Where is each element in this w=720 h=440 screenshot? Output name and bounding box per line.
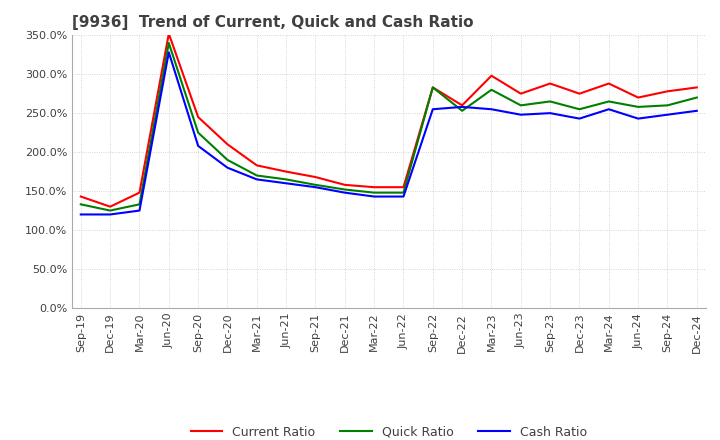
Cash Ratio xyxy=(76,212,85,217)
Quick Ratio xyxy=(223,157,232,162)
Quick Ratio xyxy=(605,99,613,104)
Cash Ratio xyxy=(135,208,144,213)
Line: Current Ratio: Current Ratio xyxy=(81,33,697,207)
Quick Ratio xyxy=(253,173,261,178)
Quick Ratio xyxy=(282,177,290,182)
Legend: Current Ratio, Quick Ratio, Cash Ratio: Current Ratio, Quick Ratio, Cash Ratio xyxy=(186,421,592,440)
Cash Ratio xyxy=(516,112,525,117)
Current Ratio xyxy=(605,81,613,86)
Line: Cash Ratio: Cash Ratio xyxy=(81,52,697,214)
Cash Ratio xyxy=(399,194,408,199)
Quick Ratio xyxy=(458,108,467,114)
Quick Ratio xyxy=(341,187,349,192)
Current Ratio xyxy=(106,204,114,209)
Current Ratio xyxy=(575,91,584,96)
Current Ratio xyxy=(223,142,232,147)
Cash Ratio xyxy=(634,116,642,121)
Cash Ratio xyxy=(663,112,672,117)
Cash Ratio xyxy=(223,165,232,170)
Quick Ratio xyxy=(516,103,525,108)
Quick Ratio xyxy=(135,202,144,207)
Cash Ratio xyxy=(693,108,701,114)
Cash Ratio xyxy=(341,190,349,195)
Cash Ratio xyxy=(194,143,202,149)
Current Ratio xyxy=(341,182,349,187)
Quick Ratio xyxy=(546,99,554,104)
Current Ratio xyxy=(282,169,290,174)
Cash Ratio xyxy=(164,50,173,55)
Quick Ratio xyxy=(575,106,584,112)
Text: [9936]  Trend of Current, Quick and Cash Ratio: [9936] Trend of Current, Quick and Cash … xyxy=(72,15,474,30)
Current Ratio xyxy=(693,85,701,90)
Cash Ratio xyxy=(428,106,437,112)
Current Ratio xyxy=(164,31,173,36)
Quick Ratio xyxy=(428,85,437,90)
Current Ratio xyxy=(516,91,525,96)
Quick Ratio xyxy=(634,104,642,110)
Quick Ratio xyxy=(399,190,408,195)
Current Ratio xyxy=(663,89,672,94)
Cash Ratio xyxy=(106,212,114,217)
Quick Ratio xyxy=(194,130,202,135)
Cash Ratio xyxy=(546,110,554,116)
Current Ratio xyxy=(135,190,144,195)
Current Ratio xyxy=(194,114,202,120)
Cash Ratio xyxy=(487,106,496,112)
Cash Ratio xyxy=(282,181,290,186)
Quick Ratio xyxy=(311,182,320,187)
Quick Ratio xyxy=(693,95,701,100)
Current Ratio xyxy=(399,184,408,190)
Current Ratio xyxy=(487,73,496,78)
Current Ratio xyxy=(370,184,379,190)
Current Ratio xyxy=(76,194,85,199)
Quick Ratio xyxy=(370,190,379,195)
Quick Ratio xyxy=(663,103,672,108)
Cash Ratio xyxy=(458,104,467,110)
Quick Ratio xyxy=(76,202,85,207)
Line: Quick Ratio: Quick Ratio xyxy=(81,43,697,211)
Cash Ratio xyxy=(253,177,261,182)
Cash Ratio xyxy=(370,194,379,199)
Current Ratio xyxy=(546,81,554,86)
Cash Ratio xyxy=(575,116,584,121)
Current Ratio xyxy=(428,85,437,90)
Current Ratio xyxy=(458,103,467,108)
Quick Ratio xyxy=(487,87,496,92)
Quick Ratio xyxy=(106,208,114,213)
Current Ratio xyxy=(253,163,261,168)
Cash Ratio xyxy=(605,106,613,112)
Cash Ratio xyxy=(311,184,320,190)
Current Ratio xyxy=(634,95,642,100)
Current Ratio xyxy=(311,174,320,180)
Quick Ratio xyxy=(164,40,173,46)
